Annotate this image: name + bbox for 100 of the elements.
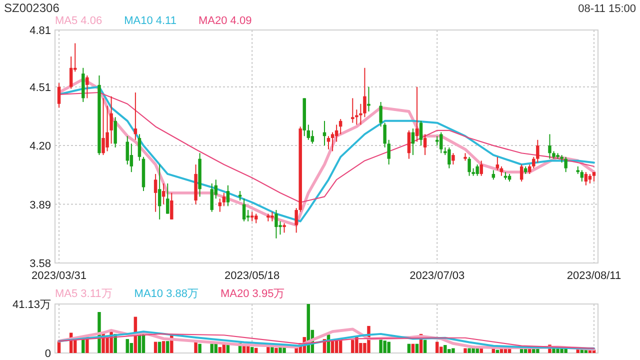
candlestick (254, 213, 258, 224)
text: MA10 3.88万 (134, 288, 198, 300)
text: MA5 3.11万 (55, 288, 112, 300)
bar (198, 344, 202, 353)
text: MA5 4.06 (55, 15, 102, 27)
candlestick (166, 182, 170, 214)
candlestick (138, 134, 142, 162)
bar (436, 342, 439, 353)
candlestick (468, 156, 471, 176)
candlestick (57, 82, 61, 108)
bar (338, 340, 342, 353)
candlestick (154, 173, 158, 212)
candlestick (496, 156, 500, 171)
text: 08-11 15:00 (578, 3, 636, 15)
chart-title: SZ002306 (4, 1, 60, 15)
candlestick (580, 170, 584, 182)
candlestick (226, 184, 230, 207)
bar (130, 342, 134, 353)
bar (274, 348, 278, 353)
bar (452, 348, 455, 353)
bar (254, 348, 258, 353)
y-tick-label: 3.89 (30, 199, 51, 212)
candlestick (330, 132, 334, 152)
candlestick (170, 192, 174, 220)
candlestick (452, 152, 455, 165)
bar (166, 341, 170, 353)
candlestick (242, 198, 246, 222)
candlestick (338, 118, 342, 135)
bar (210, 344, 214, 353)
x-tick-label: 2023/07/03 (410, 270, 465, 282)
y-tick-label: 0 (44, 348, 51, 360)
bar (270, 347, 274, 353)
candlestick (130, 143, 134, 173)
text: MA20 4.09 (198, 15, 252, 27)
bar (476, 348, 479, 353)
candlestick (270, 211, 274, 222)
y-tick-label: 4.81 (30, 25, 51, 37)
candlestick (222, 192, 226, 207)
candlestick (448, 146, 451, 169)
candlestick (134, 92, 138, 140)
candlestick (407, 130, 411, 160)
bar (154, 342, 158, 353)
candlestick (415, 86, 419, 142)
bar (158, 342, 162, 353)
y-tick-label: 4.51 (30, 82, 51, 94)
bar (194, 342, 198, 353)
bar (387, 342, 390, 353)
x-tick-label: 2023/05/18 (224, 270, 280, 282)
candlestick (363, 67, 366, 118)
candlestick (520, 164, 524, 182)
bar (480, 348, 483, 353)
candlestick (274, 209, 278, 239)
candlestick (536, 139, 540, 164)
bar (468, 348, 471, 353)
candlestick (564, 156, 568, 173)
candlestick (210, 182, 214, 212)
candlestick (162, 182, 166, 205)
text: MA10 4.11 (124, 15, 176, 27)
y-tick-label: 3.58 (30, 258, 51, 270)
candlestick (528, 164, 532, 174)
bar (407, 344, 411, 353)
bar (218, 347, 222, 353)
bar (266, 347, 270, 353)
candlestick (282, 222, 286, 234)
text: MA20 3.95万 (220, 288, 285, 300)
bar (351, 340, 354, 353)
candlestick (334, 124, 338, 142)
candlestick (411, 128, 415, 156)
candlestick (492, 170, 496, 180)
candlestick (440, 132, 443, 154)
candlestick (548, 134, 552, 160)
bar (411, 344, 415, 353)
bar (383, 340, 386, 353)
candlestick (114, 116, 117, 148)
y-tick-label: 41.13万 (12, 299, 51, 311)
candlestick (351, 98, 354, 124)
bar (448, 349, 451, 353)
candlestick (158, 164, 162, 220)
candlestick (584, 172, 588, 186)
bar (444, 345, 447, 353)
bar (355, 337, 358, 353)
candlestick (367, 86, 370, 112)
candlestick (86, 74, 89, 99)
y-tick-label: 4.20 (30, 140, 51, 153)
bar (464, 348, 467, 353)
candlestick (436, 136, 439, 146)
bar (126, 339, 130, 353)
candlestick (102, 98, 105, 156)
candlestick (480, 160, 483, 176)
candlestick (250, 211, 254, 222)
candlestick (126, 136, 130, 165)
bar (415, 344, 419, 353)
candlestick (476, 164, 479, 176)
candlestick (306, 124, 310, 140)
candlestick (419, 120, 423, 146)
bar (423, 340, 427, 353)
bar (162, 341, 166, 353)
candlestick (69, 56, 73, 90)
candlestick (310, 130, 314, 144)
candlestick (423, 134, 427, 156)
